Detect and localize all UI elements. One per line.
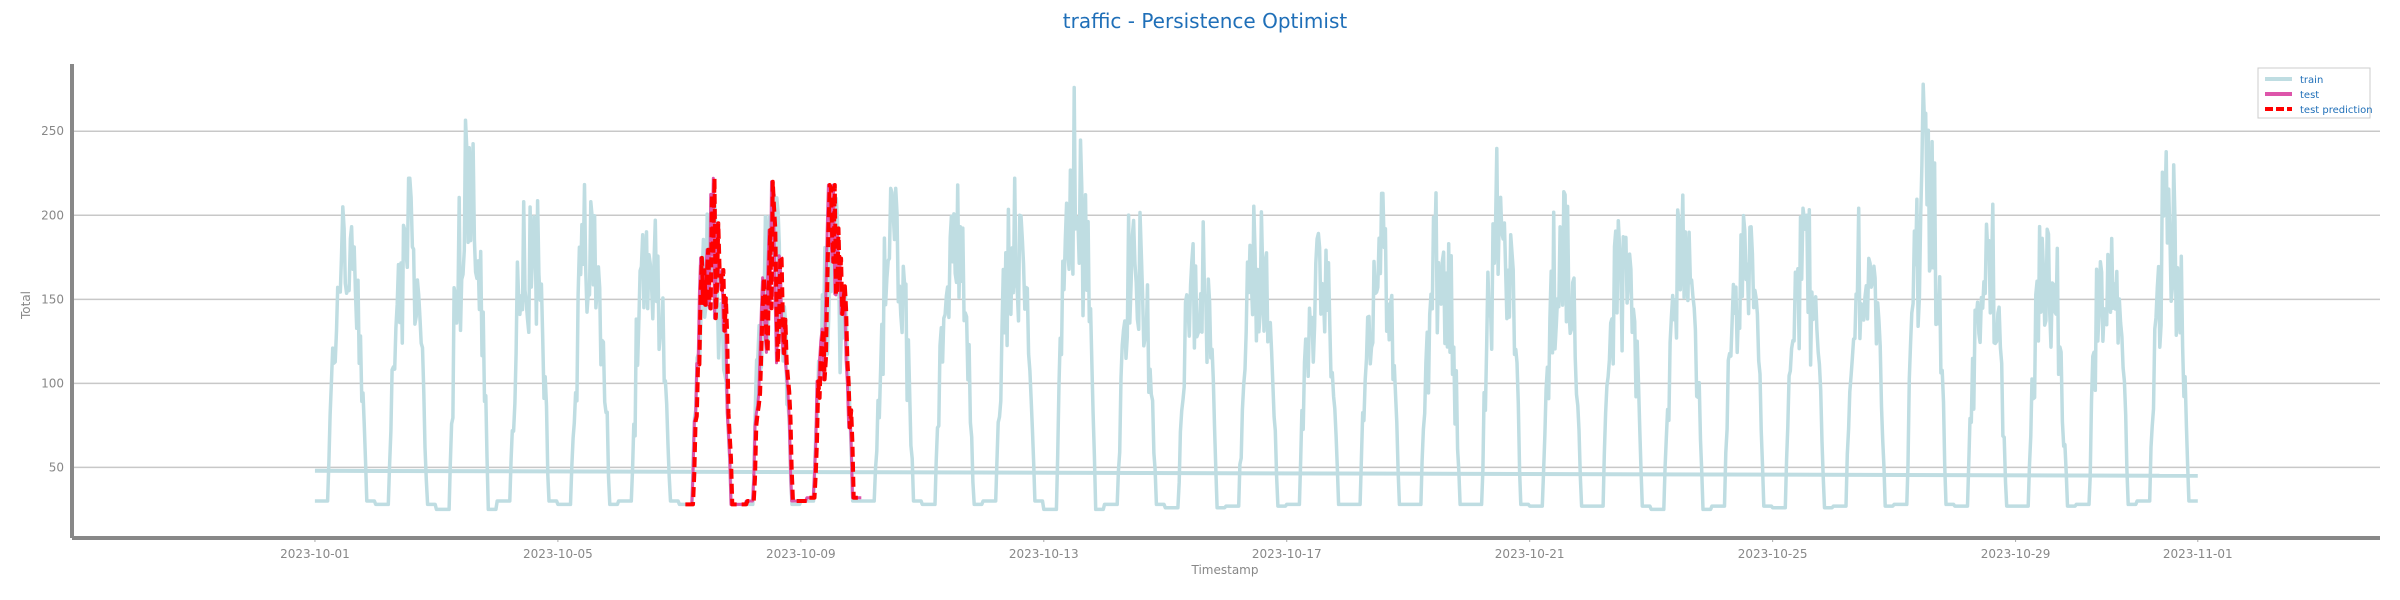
y-tick-label-200: 200: [41, 208, 64, 222]
chart-title: traffic - Persistence Optimist: [1063, 9, 1348, 33]
x-tick-label-2023-10-25: 2023-10-25: [1738, 547, 1808, 561]
legend-label-train: train: [2300, 75, 2323, 86]
legend-label-test-prediction: test prediction: [2300, 105, 2373, 116]
y-tick-label-250: 250: [41, 124, 64, 138]
y-axis-label: Total: [19, 291, 33, 320]
x-tick-label-2023-10-01: 2023-10-01: [280, 547, 350, 561]
y-tick-label-150: 150: [41, 292, 64, 306]
x-tick-labels: 2023-10-01 2023-10-05 2023-10-09 2023-10-13…: [280, 547, 2233, 561]
x-tick-label-2023-11-01: 2023-11-01: [2163, 547, 2233, 561]
x-tick-label-2023-10-21: 2023-10-21: [1495, 547, 1565, 561]
y-tick-labels: 50 100 150 200 250: [41, 124, 64, 474]
test-prediction-series-line: [684, 176, 863, 507]
legend: train test test prediction: [2257, 67, 2373, 119]
x-tick-label-2023-10-09: 2023-10-09: [766, 547, 836, 561]
train-baseline-line: [314, 468, 2198, 478]
x-tick-label-2023-10-17: 2023-10-17: [1252, 547, 1322, 561]
legend-label-test: test: [2300, 90, 2319, 101]
y-tick-label-100: 100: [41, 376, 64, 390]
train-series-line: [314, 82, 2199, 512]
legend-items: train test test prediction: [2265, 75, 2373, 116]
series-layer: [314, 82, 2199, 512]
x-tick-label-2023-10-29: 2023-10-29: [1981, 547, 2051, 561]
y-tick-label-50: 50: [49, 460, 64, 474]
x-tick-label-2023-10-05: 2023-10-05: [523, 547, 593, 561]
x-axis-label: Timestamp: [1191, 563, 1259, 577]
x-tick-label-2023-10-13: 2023-10-13: [1009, 547, 1079, 561]
axes-layer: [70, 64, 2380, 542]
